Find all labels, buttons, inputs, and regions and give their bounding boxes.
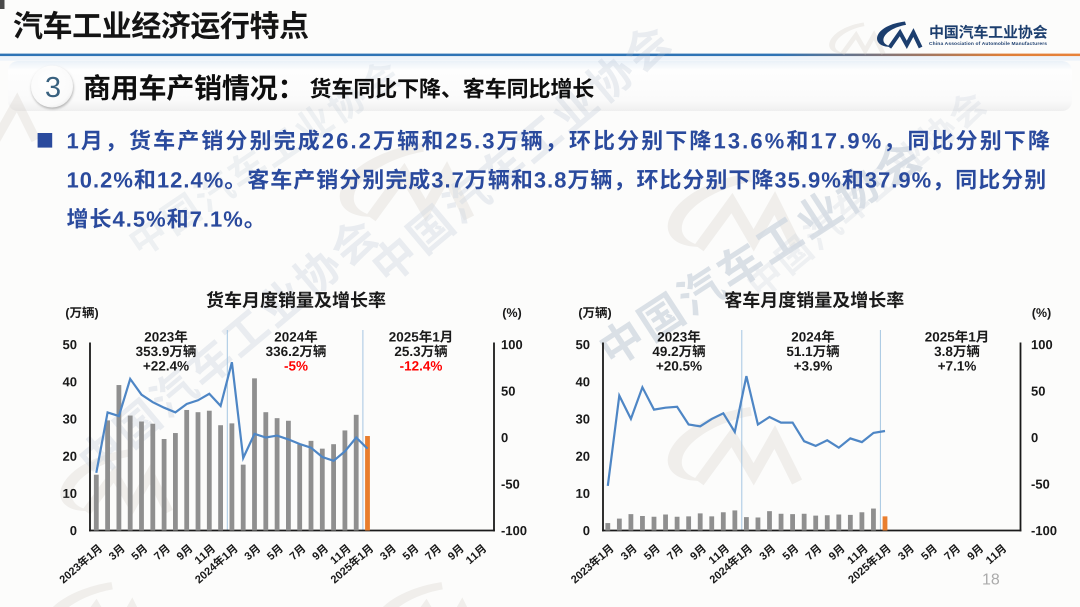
svg-text:18: 18 bbox=[982, 572, 1000, 589]
svg-text:China Association of Automobil: China Association of Automobile Manufact… bbox=[929, 41, 1047, 47]
